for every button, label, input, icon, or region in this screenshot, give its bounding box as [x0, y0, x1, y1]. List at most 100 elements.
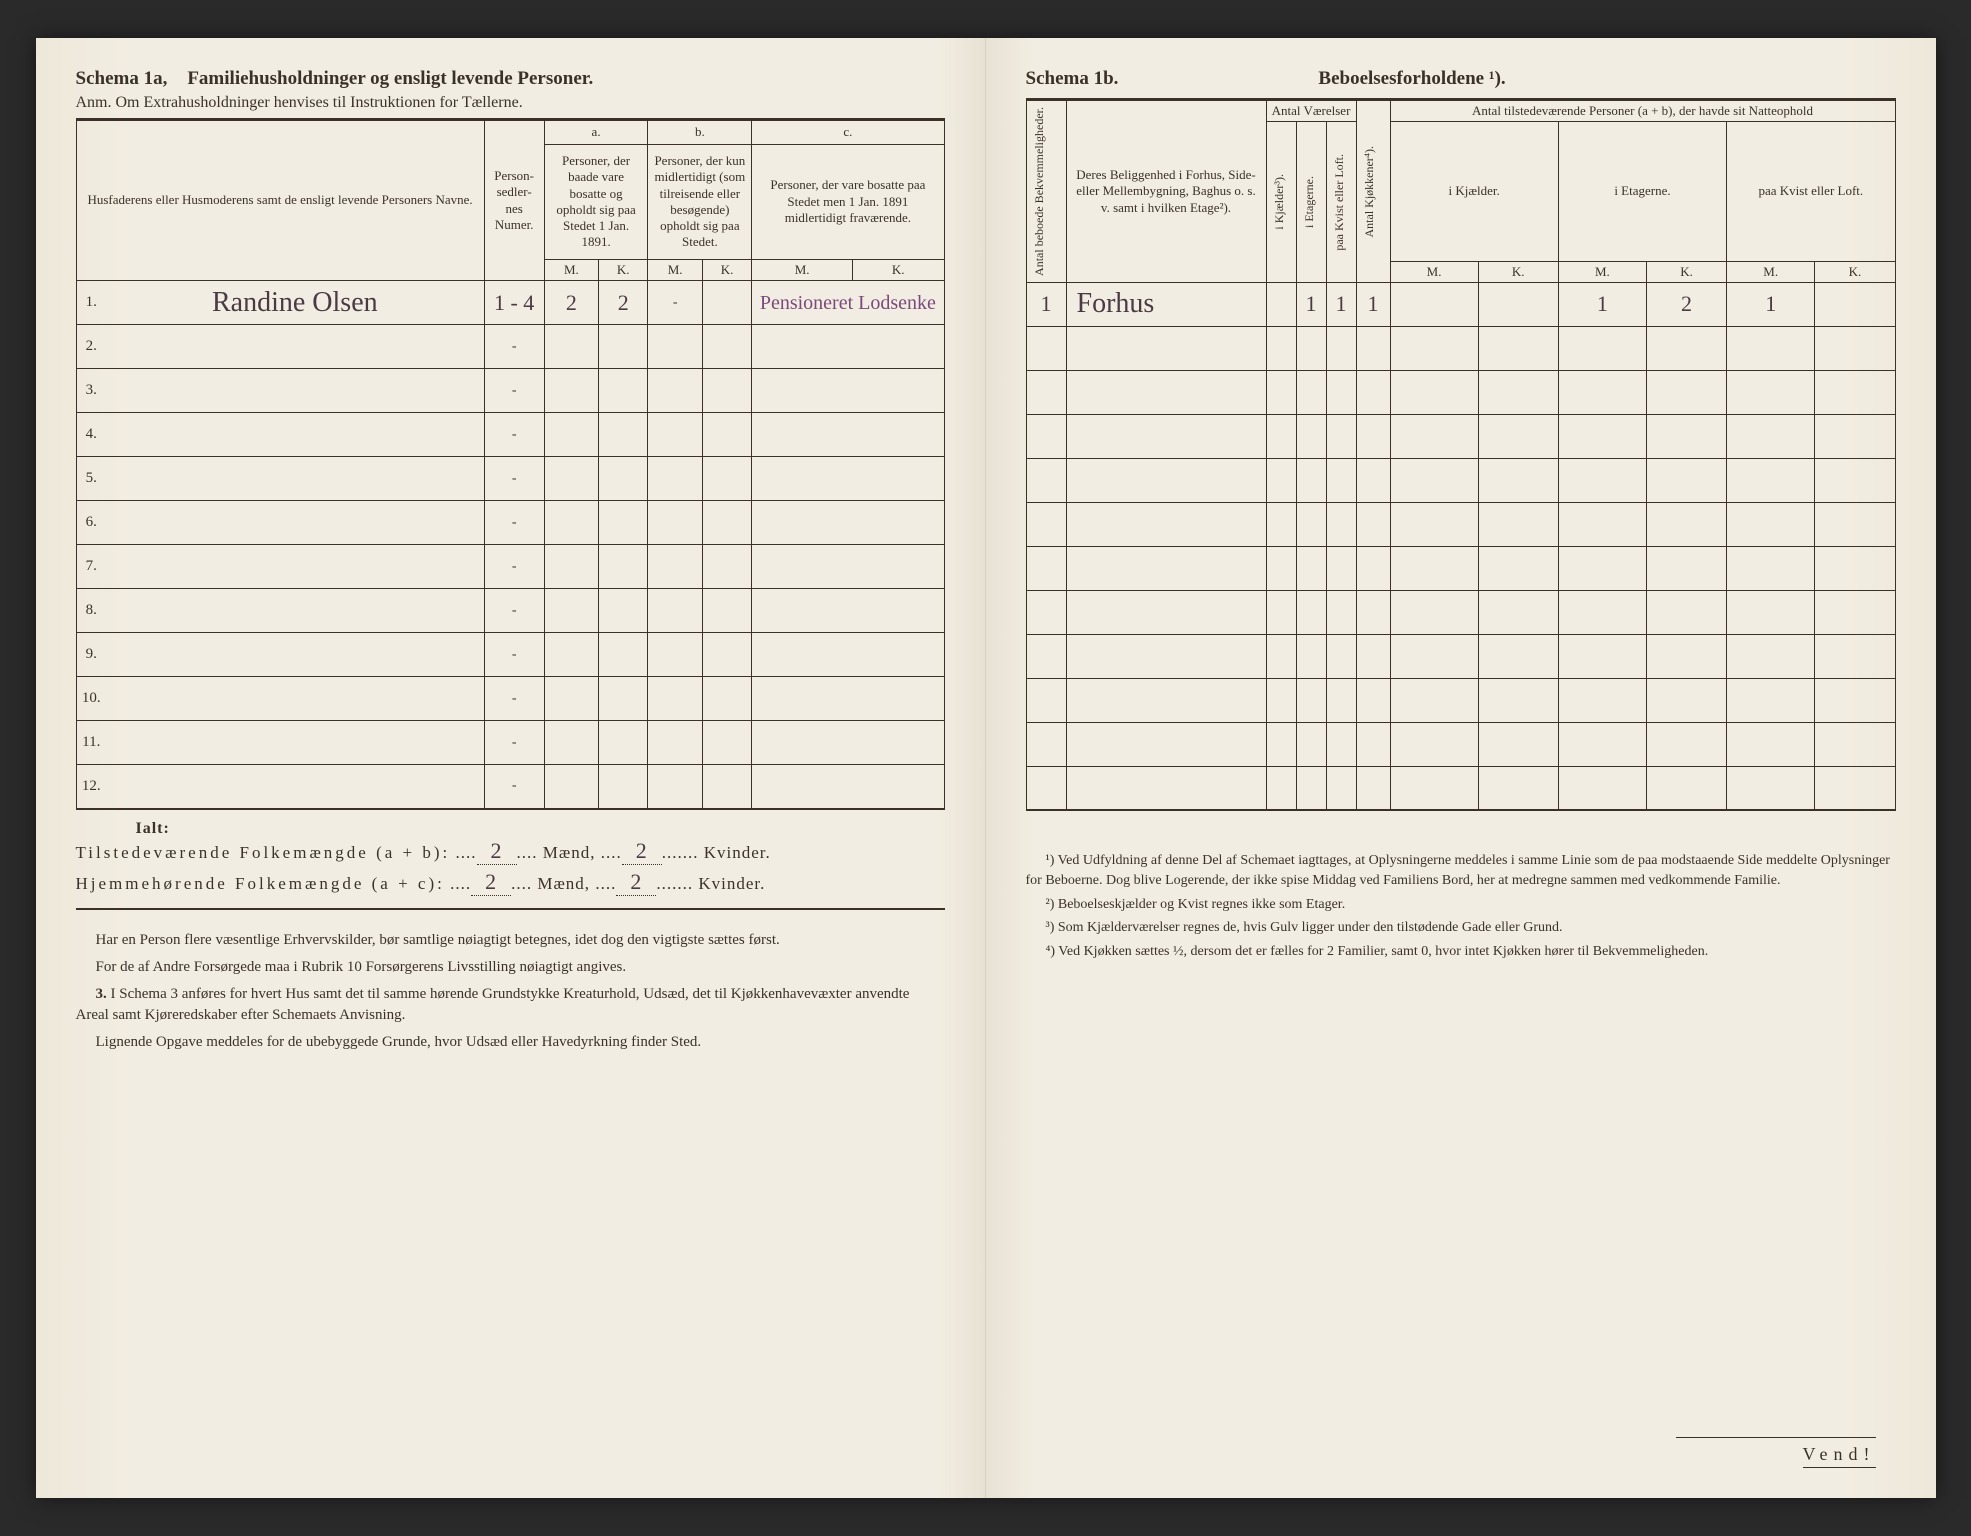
c-cell — [752, 677, 944, 721]
bekv-cell — [1026, 722, 1066, 766]
table-row — [1026, 370, 1895, 414]
b-m-cell — [648, 765, 702, 809]
c-cell — [752, 545, 944, 589]
c-cell: Pensioneret Lodsenke — [752, 281, 944, 325]
name-cell — [106, 457, 484, 501]
km-cell — [1390, 722, 1478, 766]
kk-cell — [1478, 678, 1558, 722]
kjok-cell: 1 — [1356, 282, 1390, 326]
kvk-cell — [1815, 678, 1895, 722]
row-number: 3. — [76, 369, 106, 413]
km-cell — [1390, 634, 1478, 678]
schema-1b-title: Beboelsesforholdene ¹). — [1318, 68, 1505, 90]
belig-cell — [1066, 502, 1266, 546]
b-m-cell — [648, 457, 702, 501]
b-k-cell — [702, 677, 751, 721]
row-number: 9. — [76, 633, 106, 677]
census-table-right: Antal beboede Bekvemmeligheder. Deres Be… — [1026, 100, 1896, 811]
col-kjokkener: Antal Kjøkkener⁴). — [1356, 101, 1390, 283]
name-cell — [106, 633, 484, 677]
a-m-cell — [544, 325, 598, 369]
col-kvist: paa Kvist eller Loft. — [1326, 122, 1356, 283]
table-row — [1026, 326, 1895, 370]
sedler-cell: - — [484, 765, 544, 809]
body-p3: 3. I Schema 3 anføres for hvert Hus samt… — [76, 984, 945, 1026]
name-cell — [106, 369, 484, 413]
col-c-letter: c. — [752, 121, 944, 145]
vend-line — [1676, 1437, 1876, 1438]
name-cell: Randine Olsen — [106, 281, 484, 325]
col-a: Personer, der baade vare bosatte og opho… — [544, 144, 648, 259]
mid-divider — [76, 908, 945, 910]
name-cell — [106, 765, 484, 809]
col-name: Husfaderens eller Husmoderens samt de en… — [76, 121, 484, 281]
table-row — [1026, 546, 1895, 590]
kvk-cell — [1815, 458, 1895, 502]
kv-cell: 1 — [1326, 282, 1356, 326]
kjok-cell — [1356, 722, 1390, 766]
ek-cell — [1646, 414, 1726, 458]
a-m-cell — [544, 369, 598, 413]
a-m-cell — [544, 721, 598, 765]
c-cell — [752, 325, 944, 369]
name-cell — [106, 501, 484, 545]
kk-cell — [1478, 722, 1558, 766]
em-cell — [1558, 678, 1646, 722]
page-right: Schema 1b. Beboelsesforholdene ¹). Antal… — [986, 38, 1936, 1498]
kk-cell — [1478, 502, 1558, 546]
name-cell — [106, 721, 484, 765]
b-m-cell — [648, 721, 702, 765]
b-k-cell — [702, 765, 751, 809]
col-b-k: K. — [702, 259, 751, 280]
et-cell — [1296, 370, 1326, 414]
sedler-cell: - — [484, 369, 544, 413]
kvk-cell — [1815, 546, 1895, 590]
kjok-cell — [1356, 458, 1390, 502]
kvm-cell — [1727, 634, 1815, 678]
bekv-cell — [1026, 502, 1066, 546]
a-k-cell — [599, 765, 648, 809]
kv-cell — [1326, 634, 1356, 678]
belig-cell — [1066, 634, 1266, 678]
b-k-cell — [702, 457, 751, 501]
kk-cell — [1478, 458, 1558, 502]
ialt-label: Ialt: — [136, 820, 945, 838]
km-cell — [1390, 326, 1478, 370]
a-m-cell — [544, 589, 598, 633]
belig-cell — [1066, 414, 1266, 458]
km-cell — [1390, 282, 1478, 326]
c-cell — [752, 369, 944, 413]
kj-cell — [1266, 282, 1296, 326]
bekv-cell — [1026, 678, 1066, 722]
totals-block: Ialt: Tilstedeværende Folkemængde (a + b… — [76, 820, 945, 896]
belig-cell — [1066, 458, 1266, 502]
bekv-cell — [1026, 634, 1066, 678]
kv-cell — [1326, 546, 1356, 590]
right-header: Schema 1b. Beboelsesforholdene ¹). — [1026, 68, 1896, 90]
name-cell — [106, 325, 484, 369]
b-k-cell — [702, 369, 751, 413]
c-cell — [752, 501, 944, 545]
a-m-cell — [544, 545, 598, 589]
c-cell — [752, 633, 944, 677]
sedler-cell: - — [484, 721, 544, 765]
em-cell — [1558, 414, 1646, 458]
left-header: Schema 1a, Familiehusholdninger og ensli… — [76, 68, 945, 90]
kvk-cell — [1815, 282, 1895, 326]
kvm-cell: 1 — [1727, 282, 1815, 326]
ek-cell: 2 — [1646, 282, 1726, 326]
a-m-cell: 2 — [544, 281, 598, 325]
b-k-cell — [702, 325, 751, 369]
row-number: 5. — [76, 457, 106, 501]
col-b-letter: b. — [648, 121, 752, 145]
row-number: 7. — [76, 545, 106, 589]
kk-cell — [1478, 634, 1558, 678]
table-row: 6. - — [76, 501, 944, 545]
kvm-cell — [1727, 502, 1815, 546]
kk-cell — [1478, 590, 1558, 634]
b-m-cell — [648, 633, 702, 677]
col-a-letter: a. — [544, 121, 648, 145]
row-number: 4. — [76, 413, 106, 457]
b-m-cell — [648, 677, 702, 721]
kjok-cell — [1356, 326, 1390, 370]
